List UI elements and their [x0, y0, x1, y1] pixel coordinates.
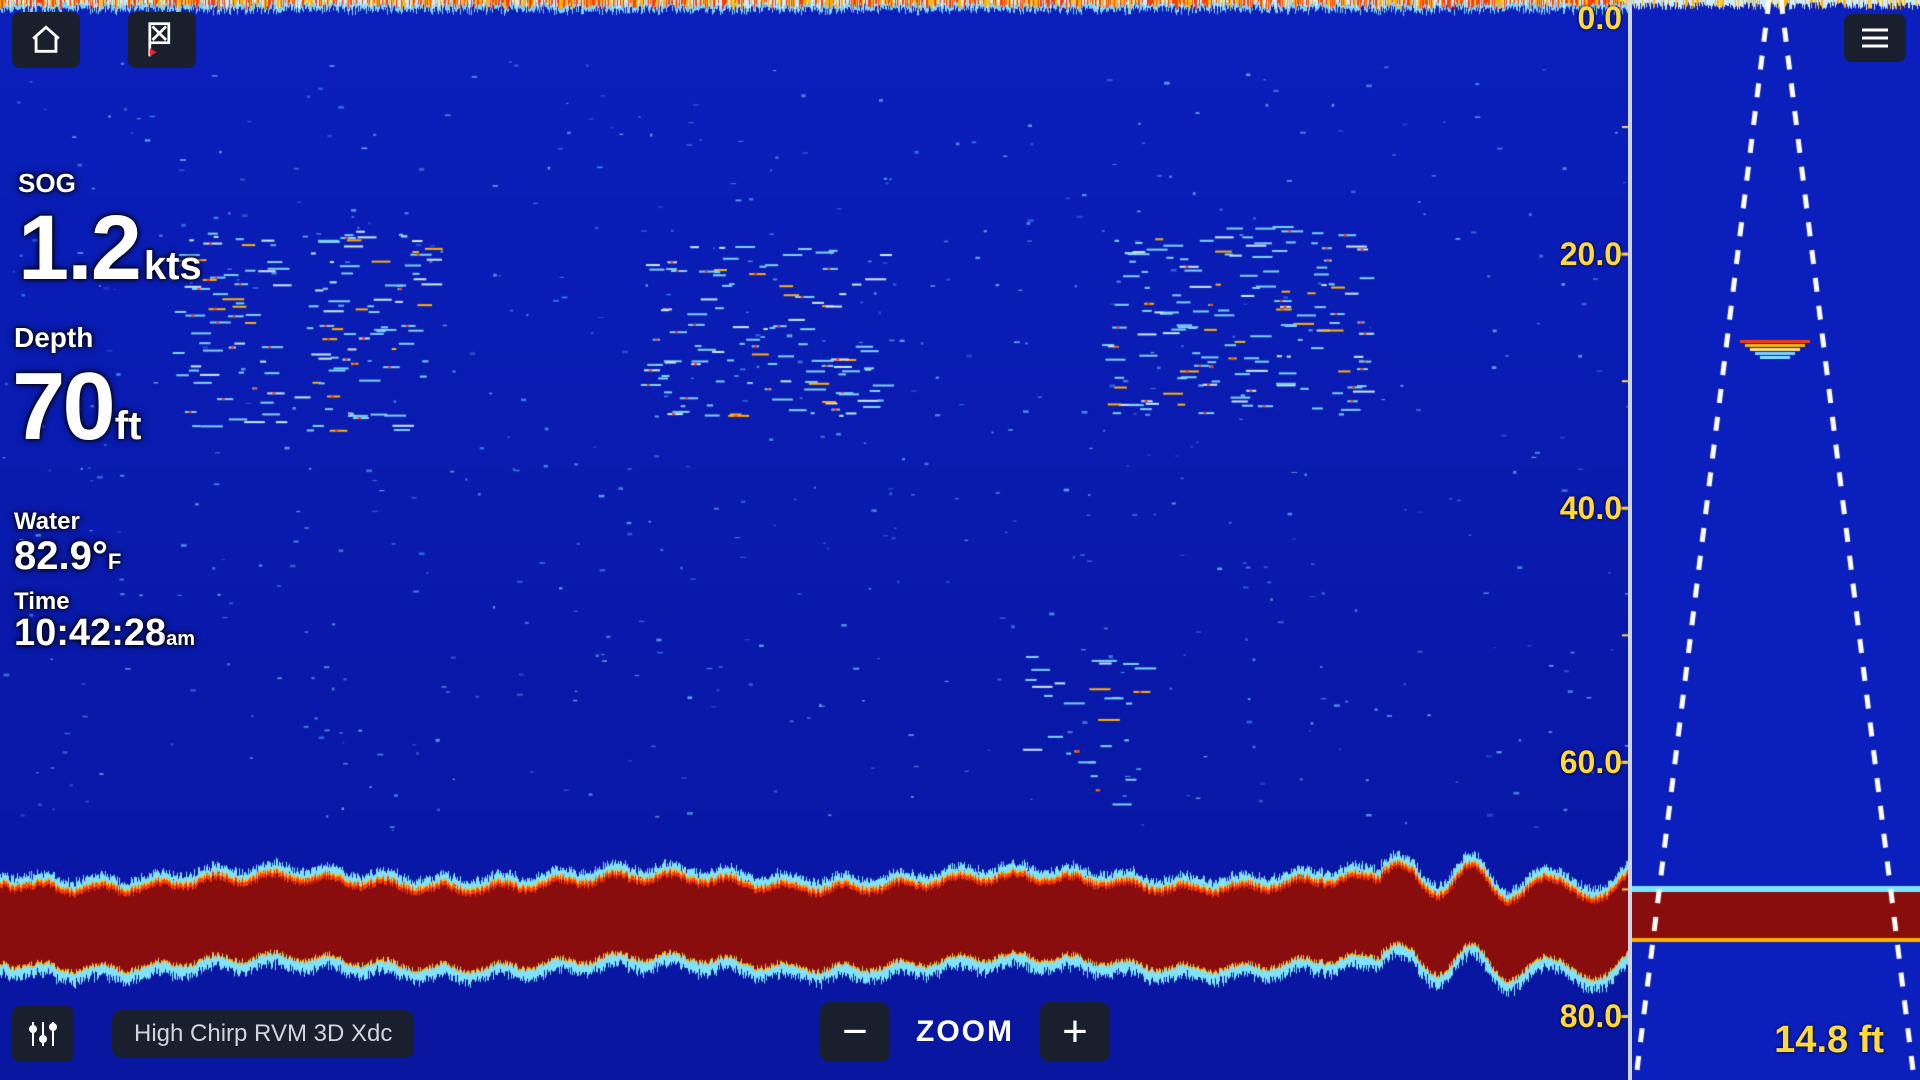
zoom-in-button[interactable]: +	[1040, 1002, 1110, 1062]
sog-unit: kts	[144, 244, 202, 288]
sog-value: 1.2	[18, 197, 140, 299]
depth-value: 70	[12, 353, 113, 460]
hamburger-icon	[1860, 27, 1890, 49]
waypoint-cancel-icon	[145, 21, 179, 59]
depth-tick: 60.0	[1560, 744, 1622, 781]
home-button[interactable]	[12, 12, 80, 68]
time-value: 10:42:28	[14, 612, 166, 654]
zoom-out-button[interactable]: −	[820, 1002, 890, 1062]
sonar-adjust-button[interactable]	[12, 1006, 74, 1062]
waypoint-cancel-button[interactable]	[128, 12, 196, 68]
zoom-control: − ZOOM +	[820, 1002, 1110, 1062]
water-value-row: 82.9°F	[14, 534, 121, 579]
depth-tick: 40.0	[1560, 490, 1622, 527]
depth-tick: 80.0	[1560, 998, 1622, 1035]
water-temp-value: 82.9°	[14, 534, 108, 578]
time-ampm: am	[166, 628, 195, 650]
sog-label: SOG	[18, 168, 76, 199]
home-icon	[29, 23, 63, 57]
depth-value-row: 70ft	[12, 352, 141, 462]
time-value-row: 10:42:28am	[14, 612, 195, 655]
pane-divider	[1628, 0, 1632, 1080]
sliders-icon	[27, 1018, 59, 1050]
minus-icon: −	[842, 1010, 868, 1054]
sonar-display[interactable]	[0, 0, 1920, 1080]
ascope-beam-width: 14.8 ft	[1774, 1019, 1884, 1062]
water-temp-unit: F	[108, 549, 121, 574]
zoom-label: ZOOM	[916, 1015, 1014, 1049]
depth-tick: 20.0	[1560, 236, 1622, 273]
transducer-pill[interactable]: High Chirp RVM 3D Xdc	[112, 1010, 414, 1058]
depth-label: Depth	[14, 322, 93, 354]
menu-button[interactable]	[1844, 14, 1906, 62]
sog-value-row: 1.2kts	[18, 196, 202, 301]
depth-unit: ft	[115, 404, 142, 448]
transducer-name: High Chirp RVM 3D Xdc	[134, 1020, 392, 1047]
water-label: Water	[14, 508, 80, 536]
plus-icon: +	[1062, 1010, 1088, 1054]
depth-tick: 0.0	[1578, 0, 1622, 37]
